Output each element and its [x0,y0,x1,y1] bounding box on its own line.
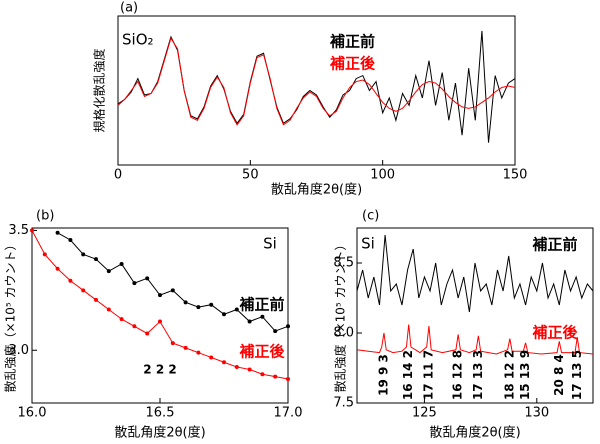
peak-label: 16 12 8 [451,350,465,400]
data-point [196,350,201,355]
data-point [132,281,137,286]
data-line [117,37,516,126]
data-point [286,324,290,329]
data-point [55,266,60,271]
x-tick-label: 50 [242,168,259,183]
data-point [260,372,265,377]
peak-label: 17 13 5 [570,350,584,400]
panel-title: (b) [36,209,54,224]
data-line [356,234,594,313]
y-axis-label: 散乱強度（×10⁵ カウント） [3,239,18,393]
x-axis-label: 散乱角度2θ(度) [114,425,205,441]
data-point [55,230,60,235]
peak-label: 2 2 2 [143,363,176,377]
panel-title: (c) [362,209,379,224]
data-point [234,365,239,370]
y-tick-label: 3.0 [8,343,29,358]
legend-label: 補正前 [531,236,577,254]
data-point [68,278,73,283]
x-tick-label: 130 [524,406,549,421]
data-line [356,324,594,355]
data-point [247,367,252,372]
data-point [132,324,137,329]
data-point [145,331,150,336]
x-tick-label: 150 [503,168,528,183]
legend-label: 補正後 [531,324,578,342]
sample-label: Si [361,235,375,253]
data-point [94,297,98,302]
data-point [170,341,175,346]
x-axis-label: 散乱角度2θ(度) [271,182,362,198]
sample-label: Si [263,235,277,253]
data-point [286,377,290,382]
data-point [183,345,188,350]
data-point [81,252,86,257]
x-tick-label: 100 [370,168,395,183]
x-tick-label: 16.0 [18,406,47,421]
peak-label: 17 13 3 [471,350,485,400]
y-tick-label: 7.5 [333,396,354,411]
y-tick-label: 3.5 [8,223,29,238]
legend-label: 補正前 [329,33,375,51]
data-point [222,360,226,365]
data-point [119,261,124,266]
sample-label: SiO₂ [122,31,154,49]
data-point [273,374,278,379]
data-point [42,252,47,257]
data-point [158,319,162,324]
data-line [117,30,516,143]
peak-label: 16 14 2 [401,350,415,400]
peak-label: 18 12 2 [502,350,516,400]
peak-label: 15 13 9 [518,350,532,400]
data-point [158,293,162,298]
data-point [106,307,111,312]
x-axis-label: 散乱角度2θ(度) [429,425,520,441]
data-point [30,228,34,233]
x-tick-label: 0 [114,168,122,183]
data-point [81,288,86,293]
data-point [273,329,278,334]
data-point [170,288,175,293]
data-line [57,232,289,332]
x-tick-label: 125 [412,406,437,421]
peak-label: 19 9 3 [376,354,390,396]
panel-title: (a) [120,1,138,16]
legend-label: 補正後 [329,55,376,73]
data-point [222,312,226,317]
data-point [247,319,252,324]
plot-frame [356,227,594,404]
peak-label: 20 8 4 [552,354,566,396]
y-tick-label: 8.0 [333,326,354,341]
data-point [68,237,73,242]
x-tick-label: 17.0 [274,406,303,421]
plot-frame [117,15,516,166]
legend-label: 補正前 [238,296,284,314]
x-tick-label: 16.5 [146,406,175,421]
y-axis-label: 散乱強度（×10⁵ カウント） [333,239,348,393]
plot-frame [31,227,289,404]
data-point [94,257,98,262]
data-point [183,300,188,305]
y-tick-label: 8.5 [333,256,354,271]
data-point [145,276,150,281]
legend-label: 補正後 [238,343,285,361]
data-point [209,302,214,307]
data-point [209,355,214,360]
data-point [260,314,265,319]
peak-label: 17 11 7 [421,350,435,400]
data-point [106,269,111,274]
data-point [234,307,239,312]
y-axis-label: 規格化散乱強度 [92,48,107,132]
data-point [196,305,201,310]
data-point [119,317,124,322]
